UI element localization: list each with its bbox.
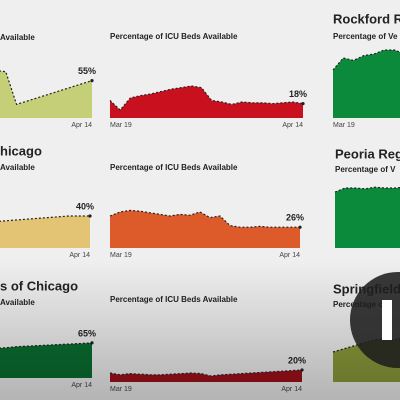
value-label: 40% <box>76 201 94 211</box>
chart-subtitle: Percentage of V <box>335 165 396 174</box>
play-icon[interactable] <box>382 300 392 340</box>
chart-subtitle: Percentage of ICU Beds Available <box>110 163 238 172</box>
x-tick-label: Mar 19 <box>110 122 132 129</box>
chart-title: hicago <box>0 143 42 158</box>
area <box>333 50 400 118</box>
x-tick-label: Apr 14 <box>279 252 300 259</box>
x-tick-label: Apr 14 <box>71 122 92 129</box>
line <box>332 49 400 71</box>
area <box>0 71 92 118</box>
area <box>335 187 400 248</box>
chart-subtitle: Percentage of ICU Beds Available <box>110 32 238 41</box>
chart-subtitle: Percentage of Ve <box>333 32 398 41</box>
chart-subtitle: Available <box>0 163 35 172</box>
value-label: 18% <box>289 89 307 99</box>
line <box>0 70 93 106</box>
line <box>334 186 400 193</box>
chart-title: Rockford Re <box>333 11 400 26</box>
x-tick-label: Apr 14 <box>69 252 90 259</box>
x-tick-label: Apr 14 <box>282 122 303 129</box>
play-button[interactable] <box>350 272 400 368</box>
line <box>109 209 300 228</box>
video-shade <box>0 260 400 400</box>
end-point <box>298 225 302 229</box>
area <box>110 86 303 118</box>
end-point <box>90 79 94 83</box>
value-label: 26% <box>286 213 304 223</box>
chart-title: Peoria Regi <box>335 146 400 161</box>
area <box>110 210 300 248</box>
x-tick-label: Mar 19 <box>110 252 132 259</box>
end-point <box>88 214 92 218</box>
x-tick-label: Mar 19 <box>333 122 355 129</box>
end-point <box>301 102 305 106</box>
play-circle[interactable] <box>350 272 400 368</box>
chart-subtitle: Available <box>0 33 35 42</box>
line <box>109 85 304 111</box>
value-label: 55% <box>78 66 96 76</box>
area <box>0 216 90 248</box>
